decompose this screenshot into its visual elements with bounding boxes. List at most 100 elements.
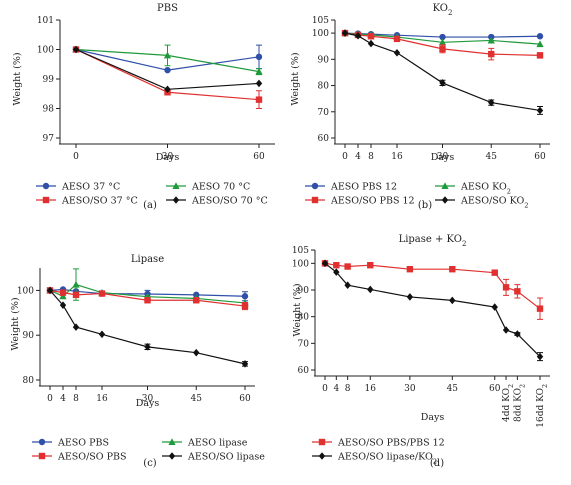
series-3 [72, 45, 263, 94]
data-point [193, 297, 200, 304]
data-point [536, 352, 544, 361]
legend-label: AESO/SO lipase [187, 452, 265, 463]
series-line [324, 262, 541, 310]
series-3 [46, 286, 249, 368]
y-tick-label: 105 [312, 16, 329, 26]
x-tick-label: 16dd KO2 [536, 384, 549, 428]
series-line [324, 262, 541, 358]
chart-panel-a: PBS 97 98 99 100 101 0 30 60 Weight (%) Days AESO 3… [12, 3, 275, 211]
x-tick-label: 0 [73, 152, 79, 162]
y-tick-label: 70 [298, 339, 310, 349]
data-point [344, 263, 351, 270]
legend: AESO 37 °C AESO 70 °C AESO/SO 37 °C AESO/SO… [36, 182, 268, 207]
data-point [255, 67, 263, 75]
panel-caption: (a) [143, 200, 157, 211]
x-tick-label: 45 [447, 384, 459, 394]
x-tick-label: 30 [404, 384, 416, 394]
x-tick-label: 4dd KO2 [502, 384, 514, 422]
x-tick-label: 8 [368, 152, 374, 162]
chart-title: PBS [157, 3, 178, 14]
y-tick-label: 100 [37, 46, 54, 56]
x-tick-label: 8 [73, 394, 79, 404]
data-point [241, 302, 249, 310]
data-point [241, 293, 249, 300]
y-tick-label: 90 [23, 331, 35, 341]
legend-label: AESO/SO 70 °C [191, 196, 268, 207]
legend-label: AESO/SO lipase/KO2 [337, 452, 437, 466]
y-tick-label: 80 [298, 313, 310, 323]
data-point [46, 286, 54, 295]
data-point [144, 297, 151, 304]
x-tick-label: 30 [162, 152, 174, 162]
legend: AESO PBS AESO lipase AESO/SO PBS AESO/SO li… [32, 438, 265, 463]
data-point [321, 259, 329, 268]
x-tick-label: 30 [437, 152, 449, 162]
data-point [439, 79, 446, 87]
legend-marker [441, 182, 449, 189]
data-point [333, 268, 340, 276]
y-tick-label: 100 [292, 259, 309, 269]
legend: AESO PBS 12 AESO KO2 AESO/SO PBS 12 AESO/SO… [305, 182, 528, 210]
data-point [438, 38, 447, 46]
x-tick-label: 0 [342, 152, 348, 162]
y-tick-label: 105 [292, 246, 309, 256]
legend-marker [42, 182, 50, 190]
legend-label: AESO/SO PBS/PBS 12 [337, 438, 445, 449]
x-tick-label: 45 [486, 152, 498, 162]
data-point [241, 360, 249, 368]
data-point [536, 40, 544, 48]
x-tick-label: 0 [47, 394, 53, 404]
data-point [163, 51, 172, 59]
chart-title: Lipase + KO2 [399, 234, 467, 248]
legend-marker [311, 196, 319, 204]
data-point [449, 266, 456, 273]
y-tick-label: 90 [298, 286, 310, 296]
x-axis-label: Days [421, 412, 445, 423]
y-tick-label: 100 [17, 286, 34, 296]
data-point [393, 48, 401, 57]
data-point [514, 288, 521, 295]
data-point [164, 85, 171, 94]
data-point [393, 35, 401, 43]
chart-panel-b: KO2 60 70 80 90 100 105 0 4 8 16 30 45 60 Weight (%) Da… [290, 3, 550, 211]
x-tick-label: 4 [333, 384, 339, 394]
x-tick-label: 60 [253, 152, 265, 162]
legend-label: AESO 37 °C [61, 182, 120, 193]
y-axis-label: Weight (%) [290, 52, 301, 105]
data-point [502, 284, 510, 291]
legend-marker [42, 196, 50, 204]
x-tick-label: 60 [489, 384, 501, 394]
legend-label: AESO 70 °C [191, 182, 250, 193]
data-point [536, 305, 544, 312]
y-tick-label: 60 [318, 134, 330, 144]
legend-marker [168, 452, 176, 460]
legend-label: AESO lipase [187, 438, 248, 449]
y-axis-label: Weight (%) [12, 52, 23, 105]
axis-lines [39, 268, 255, 387]
y-tick-label: 100 [312, 29, 329, 39]
data-point [491, 303, 498, 311]
y-tick-label: 60 [298, 366, 310, 376]
data-point [255, 96, 263, 103]
data-point [193, 348, 200, 357]
x-axis-label: Days [136, 398, 160, 409]
legend-label: AESO/SO 37 °C [61, 196, 138, 207]
chart-title: Lipase [131, 254, 164, 265]
series-3 [341, 29, 544, 115]
x-tick-label: 45 [191, 394, 203, 404]
panel-caption: (c) [143, 458, 157, 469]
legend-label: AESO KO2 [460, 182, 511, 196]
data-point [502, 326, 510, 334]
legend-marker [38, 438, 46, 446]
data-point [536, 52, 544, 59]
data-point [487, 36, 495, 44]
legend-marker [168, 438, 176, 445]
legend-label: AESO/SO KO2 [460, 196, 528, 210]
data-point [367, 33, 375, 40]
data-point [406, 293, 414, 301]
x-tick-label: 8dd KO2 [513, 384, 526, 422]
legend-label: AESO/SO PBS 12 [330, 196, 415, 207]
x-tick-label: 60 [239, 394, 251, 404]
y-tick-label: 97 [43, 134, 55, 144]
data-point [72, 323, 80, 331]
